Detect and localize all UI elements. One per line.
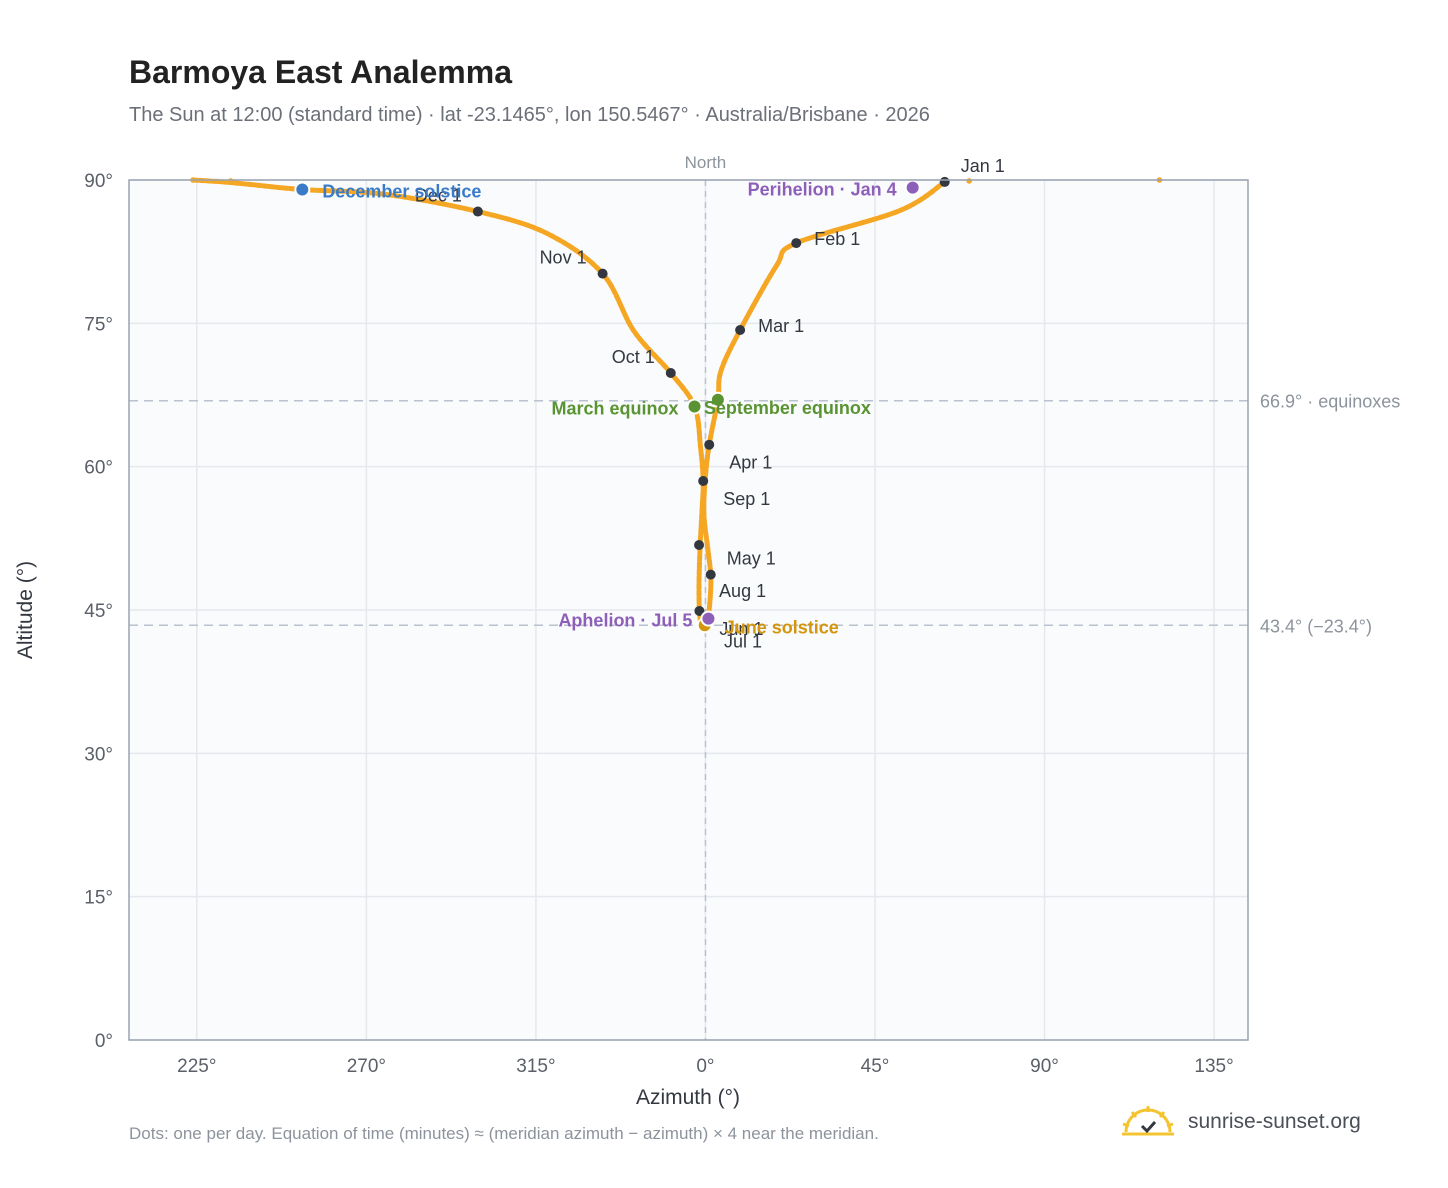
event-markers: December solstice June solstice March equi… [294, 179, 921, 637]
month-marker-label: Mar 1 [758, 316, 804, 336]
month-marker-label: Apr 1 [729, 453, 772, 473]
x-axis-label: Azimuth (°) [636, 1086, 740, 1109]
y-tick-label: 90° [84, 171, 113, 192]
month-marker-dot [472, 206, 483, 217]
x-tick-label: 135° [1194, 1056, 1233, 1077]
month-marker-label: Jun 1 [719, 619, 763, 639]
month-marker-dot [665, 368, 676, 379]
month-marker-dot [939, 176, 950, 187]
event-marker-dot [904, 179, 921, 196]
x-tick-label: 90° [1030, 1056, 1059, 1077]
y-tick-label: 60° [84, 458, 113, 479]
sun-logo-icon [1122, 1106, 1174, 1136]
month-marker-dot [735, 325, 746, 336]
month-marker-label: Nov 1 [540, 248, 587, 268]
y-tick-label: 75° [84, 314, 113, 335]
month-marker-label: Dec 1 [415, 186, 462, 206]
event-marker-label: December solstice [322, 182, 481, 202]
brand[interactable]: sunrise-sunset.org [1120, 1104, 1361, 1140]
y-tick-label: 0° [95, 1031, 113, 1052]
x-tick-label: 0° [696, 1056, 714, 1077]
y-tick-label: 15° [84, 888, 113, 909]
reference-lines: North 66.9° · equinoxes 43.4° (−23.4°) [129, 153, 1400, 1040]
month-marker-label: Aug 1 [719, 581, 766, 601]
event-marker-label: Aphelion · Jul 5 [558, 611, 692, 631]
event-marker-label: Perihelion · Jan 4 [748, 180, 897, 200]
month-marker-dot [694, 540, 705, 551]
month-marker-label: Jul 1 [724, 631, 762, 651]
y-tick-label: 45° [84, 601, 113, 622]
month-marker-label: May 1 [727, 549, 776, 569]
daily-dot [227, 178, 234, 184]
event-marker-dot [709, 391, 726, 408]
y-axis-label: Altitude (°) [14, 561, 37, 659]
month-marker-dot [698, 476, 709, 486]
month-marker-dot [694, 605, 705, 616]
axes: 225° 270° 315° 0° 45° 90° 135° 0° 15° 30° 45° 60° 75… [84, 171, 1233, 1077]
chart-footer: Dots: one per day. Equation of time (min… [129, 1124, 879, 1143]
x-tick-label: 270° [347, 1056, 386, 1077]
reference-line-label: 43.4° (−23.4°) [1260, 616, 1372, 636]
chart-title: Barmoya East Analemma [129, 54, 512, 90]
meridian-label: North [685, 153, 727, 172]
event-marker-dot [700, 610, 717, 627]
month-marker-dot [791, 238, 802, 249]
event-marker-label: March equinox [551, 398, 678, 418]
month-marker-dot [705, 569, 716, 580]
month-marker-label: Oct 1 [612, 347, 655, 367]
event-marker-dot [686, 398, 703, 415]
event-marker-dot [294, 181, 311, 198]
reference-line-label: 66.9° · equinoxes [1260, 392, 1400, 412]
month-marker-dot [597, 268, 608, 279]
month-marker-dot [704, 439, 715, 450]
event-marker-label: September equinox [704, 398, 871, 418]
x-tick-label: 45° [861, 1056, 890, 1077]
month-marker-label: Feb 1 [814, 229, 860, 249]
chart-subtitle: The Sun at 12:00 (standard time) · lat -… [129, 104, 930, 126]
brand-name: sunrise-sunset.org [1188, 1110, 1361, 1133]
y-tick-label: 30° [84, 744, 113, 765]
plot-frame [128, 179, 1249, 1041]
x-tick-label: 225° [177, 1056, 216, 1077]
month-marker-label: Sep 1 [723, 489, 770, 509]
x-tick-label: 315° [516, 1056, 555, 1077]
month-marker-label: Jan 1 [961, 156, 1005, 176]
event-marker-label: June solstice [725, 617, 839, 637]
daily-dot [966, 178, 972, 184]
